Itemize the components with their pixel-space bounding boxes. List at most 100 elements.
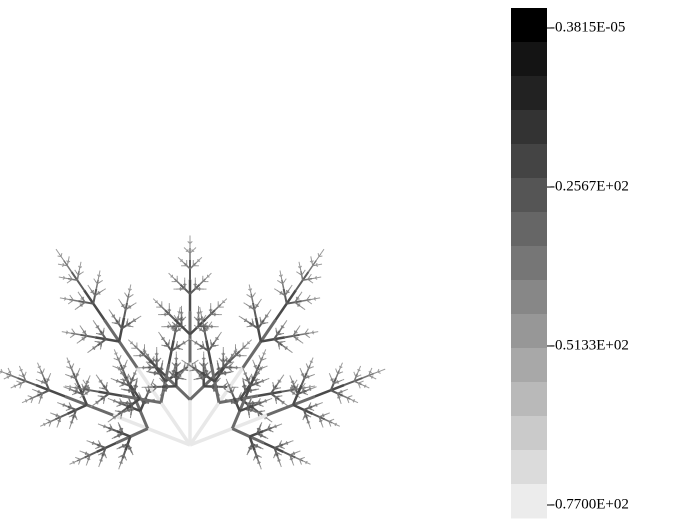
branch [291, 377, 292, 380]
branch [276, 290, 279, 292]
branch [306, 461, 308, 462]
branch [260, 357, 261, 360]
branch [298, 294, 300, 297]
branch [98, 294, 101, 295]
branch [124, 455, 126, 458]
branch [16, 381, 18, 382]
branch [56, 249, 59, 253]
branch [201, 311, 202, 313]
branch [59, 277, 63, 278]
branch [109, 310, 110, 312]
branch [268, 312, 270, 315]
branch [369, 371, 370, 373]
branch [329, 420, 332, 421]
branch [98, 424, 100, 425]
branch [40, 399, 41, 402]
branch [300, 266, 301, 268]
branch [57, 403, 59, 404]
branch [110, 424, 111, 426]
branch [264, 379, 267, 380]
branch [183, 344, 186, 345]
branch [101, 380, 102, 383]
branch [294, 331, 295, 334]
branch [282, 291, 283, 294]
branch [83, 297, 84, 300]
branch [114, 315, 115, 318]
branch [59, 403, 62, 404]
branch [283, 322, 285, 325]
branch [78, 292, 79, 294]
branch [350, 396, 352, 397]
branch [103, 330, 104, 334]
branch [285, 279, 286, 281]
branch [107, 382, 108, 385]
branch [333, 379, 334, 381]
branch [282, 401, 285, 402]
branch [120, 317, 121, 320]
branch [98, 396, 101, 397]
colorbar-band [511, 416, 547, 451]
branch [46, 419, 48, 420]
branch [131, 411, 132, 415]
branch [206, 340, 211, 364]
branch [260, 435, 261, 437]
colorbar-tick-label: -0.3815E-05 [550, 19, 625, 35]
branch [265, 349, 266, 352]
branch [265, 366, 267, 367]
branch [208, 371, 211, 374]
branch [129, 376, 130, 378]
branch [251, 289, 252, 291]
branch [244, 321, 247, 322]
branch [194, 317, 196, 319]
branch [88, 285, 89, 287]
branch [131, 294, 133, 295]
branch [127, 360, 128, 362]
branch [211, 342, 212, 346]
branch [128, 447, 129, 450]
branch [254, 293, 255, 295]
branch [293, 464, 294, 466]
branch [80, 451, 82, 452]
branch [218, 363, 219, 367]
branch [83, 389, 98, 392]
branch [292, 460, 293, 463]
branch [301, 271, 303, 280]
branch [78, 266, 79, 268]
branch [251, 305, 252, 308]
branch [284, 403, 287, 405]
colorbar-band [511, 280, 547, 315]
branch [184, 325, 186, 326]
branch [178, 257, 180, 259]
branch [329, 373, 330, 375]
branch [194, 344, 197, 345]
branch [153, 379, 154, 381]
branch [192, 369, 196, 370]
branch [296, 272, 298, 273]
branch [69, 256, 70, 260]
branch [219, 378, 221, 380]
branch [250, 410, 251, 412]
branch [80, 326, 81, 328]
branch [281, 275, 282, 277]
branch [40, 425, 43, 426]
branch [241, 317, 244, 319]
branch [261, 406, 263, 407]
branch [307, 329, 308, 331]
branch [381, 369, 385, 371]
branch [291, 441, 293, 442]
branch [129, 399, 130, 403]
branch [226, 379, 227, 381]
branch [37, 372, 39, 373]
branch [196, 360, 198, 361]
branch [124, 390, 128, 391]
branch [238, 400, 240, 401]
branch [249, 325, 253, 326]
branch [280, 396, 283, 397]
branch [280, 424, 282, 425]
branch [258, 462, 259, 464]
branch [119, 357, 120, 360]
branch [337, 425, 340, 426]
branch [185, 340, 188, 342]
branch [123, 365, 124, 367]
branch [260, 457, 262, 458]
